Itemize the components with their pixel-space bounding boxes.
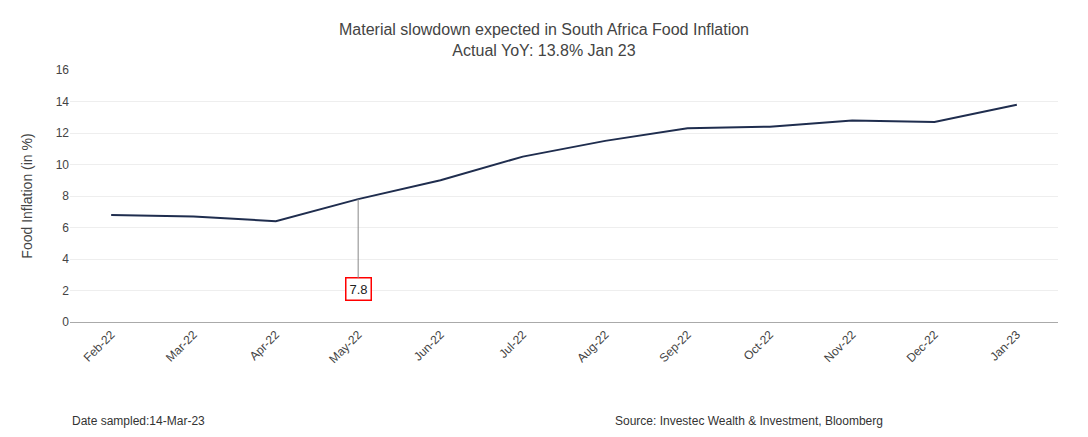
svg-text:8: 8 xyxy=(62,189,69,203)
svg-text:Mar-22: Mar-22 xyxy=(163,328,200,365)
svg-text:14: 14 xyxy=(56,95,70,109)
svg-text:Sep-22: Sep-22 xyxy=(657,328,694,365)
svg-text:2: 2 xyxy=(62,284,69,298)
svg-text:May-22: May-22 xyxy=(326,328,364,366)
svg-text:7.8: 7.8 xyxy=(350,282,368,297)
svg-text:Food Inflation (in %): Food Inflation (in %) xyxy=(19,133,35,258)
svg-text:Jan-23: Jan-23 xyxy=(987,328,1023,364)
svg-text:0: 0 xyxy=(62,315,69,329)
svg-text:Nov-22: Nov-22 xyxy=(821,328,858,365)
svg-text:Source: Investec Wealth & Inve: Source: Investec Wealth & Investment, Bl… xyxy=(615,414,883,428)
svg-text:12: 12 xyxy=(56,126,70,140)
svg-text:10: 10 xyxy=(56,158,70,172)
svg-text:Feb-22: Feb-22 xyxy=(81,328,118,365)
svg-text:Date sampled:14-Mar-23: Date sampled:14-Mar-23 xyxy=(72,414,205,428)
svg-text:4: 4 xyxy=(62,252,69,266)
svg-text:6: 6 xyxy=(62,221,69,235)
svg-text:Apr-22: Apr-22 xyxy=(247,328,283,364)
svg-text:Dec-22: Dec-22 xyxy=(904,328,941,365)
svg-text:Material slowdown expected in: Material slowdown expected in South Afri… xyxy=(339,21,749,59)
svg-text:Jul-22: Jul-22 xyxy=(496,328,529,361)
svg-text:16: 16 xyxy=(56,63,70,77)
svg-text:Aug-22: Aug-22 xyxy=(574,328,611,365)
svg-text:Oct-22: Oct-22 xyxy=(741,328,777,364)
svg-text:Jun-22: Jun-22 xyxy=(411,328,447,364)
